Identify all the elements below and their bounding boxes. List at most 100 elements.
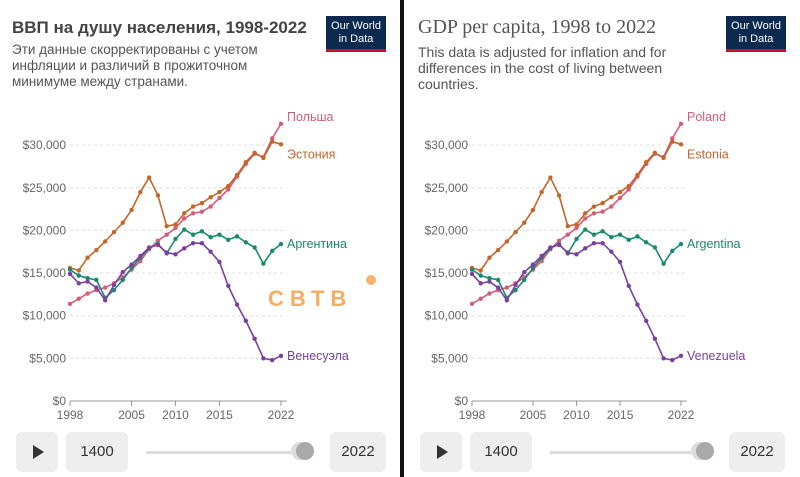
series-label-estonia[interactable]: Эстония [287, 147, 335, 161]
play-button[interactable] [420, 432, 462, 472]
data-point-argentina[interactable] [67, 267, 73, 272]
data-point-poland[interactable] [76, 296, 81, 301]
data-point-argentina[interactable] [617, 232, 623, 237]
data-point-estonia[interactable] [252, 150, 257, 155]
data-point-venezuela[interactable] [643, 318, 649, 324]
data-point-estonia[interactable] [522, 220, 527, 225]
data-point-argentina[interactable] [522, 277, 527, 283]
data-point-argentina[interactable] [678, 241, 684, 247]
data-point-venezuela[interactable] [111, 282, 117, 288]
data-point-poland[interactable] [173, 225, 178, 231]
data-point-venezuela[interactable] [146, 245, 152, 250]
data-point-estonia[interactable] [530, 207, 536, 213]
data-point-venezuela[interactable] [261, 356, 266, 361]
data-point-estonia[interactable] [173, 222, 178, 227]
data-point-poland[interactable] [67, 301, 73, 306]
owid-logo[interactable]: Our World in Data [726, 16, 786, 52]
data-point-argentina[interactable] [635, 234, 640, 239]
end-year-button[interactable]: 2022 [330, 432, 386, 472]
data-point-argentina[interactable] [226, 237, 231, 242]
data-point-poland[interactable] [478, 296, 483, 301]
data-point-venezuela[interactable] [600, 241, 605, 246]
data-point-poland[interactable] [670, 136, 675, 141]
data-point-venezuela[interactable] [522, 270, 527, 275]
timeline-slider-handle[interactable] [696, 442, 714, 460]
data-point-venezuela[interactable] [626, 283, 631, 289]
data-point-poland[interactable] [226, 187, 231, 192]
data-point-venezuela[interactable] [609, 249, 614, 254]
series-label-venezuela[interactable]: Венесуэла [287, 349, 349, 363]
data-point-estonia[interactable] [565, 223, 570, 229]
data-point-poland[interactable] [600, 209, 605, 214]
data-point-poland[interactable] [556, 238, 562, 243]
data-point-estonia[interactable] [199, 200, 205, 206]
data-point-poland[interactable] [182, 216, 187, 221]
data-point-argentina[interactable] [574, 236, 579, 242]
data-point-argentina[interactable] [278, 241, 284, 247]
data-point-venezuela[interactable] [252, 336, 257, 341]
data-point-poland[interactable] [609, 204, 614, 209]
data-point-argentina[interactable] [120, 277, 125, 283]
series-label-estonia[interactable]: Estonia [687, 147, 729, 161]
data-point-venezuela[interactable] [583, 246, 588, 251]
data-point-estonia[interactable] [138, 189, 143, 195]
data-point-argentina[interactable] [478, 273, 483, 278]
data-point-estonia[interactable] [217, 189, 222, 195]
data-point-venezuela[interactable] [243, 318, 249, 324]
series-label-argentina[interactable]: Аргентина [287, 237, 347, 251]
data-point-poland[interactable] [190, 211, 196, 216]
data-point-venezuela[interactable] [556, 242, 562, 248]
series-line-poland[interactable] [69, 123, 282, 305]
data-point-poland[interactable] [208, 204, 213, 209]
data-point-argentina[interactable] [513, 287, 518, 293]
data-point-estonia[interactable] [661, 155, 666, 161]
data-point-estonia[interactable] [208, 194, 213, 200]
data-point-estonia[interactable] [261, 155, 266, 161]
data-point-argentina[interactable] [652, 245, 658, 250]
data-point-estonia[interactable] [591, 204, 597, 209]
data-point-argentina[interactable] [661, 261, 666, 266]
data-point-poland[interactable] [469, 301, 475, 306]
data-point-argentina[interactable] [252, 245, 257, 250]
data-point-venezuela[interactable] [548, 245, 553, 250]
data-point-estonia[interactable] [678, 142, 684, 147]
data-point-argentina[interactable] [469, 267, 475, 272]
data-point-estonia[interactable] [583, 211, 588, 216]
data-point-estonia[interactable] [670, 139, 675, 144]
data-point-poland[interactable] [617, 195, 623, 201]
data-point-argentina[interactable] [609, 235, 614, 240]
data-point-argentina[interactable] [643, 240, 649, 245]
data-point-argentina[interactable] [85, 275, 90, 281]
data-point-poland[interactable] [504, 285, 510, 290]
data-point-venezuela[interactable] [504, 298, 510, 303]
data-point-estonia[interactable] [600, 200, 605, 206]
data-point-argentina[interactable] [217, 232, 222, 237]
data-point-poland[interactable] [487, 291, 492, 296]
data-point-estonia[interactable] [85, 255, 90, 260]
data-point-argentina[interactable] [208, 235, 213, 240]
data-point-estonia[interactable] [278, 142, 284, 147]
data-point-argentina[interactable] [670, 248, 675, 254]
data-point-venezuela[interactable] [513, 282, 518, 288]
play-button[interactable] [16, 432, 58, 472]
data-point-venezuela[interactable] [164, 250, 169, 255]
series-line-estonia[interactable] [471, 140, 682, 272]
data-point-poland[interactable] [102, 285, 108, 290]
data-point-poland[interactable] [278, 121, 284, 126]
data-point-venezuela[interactable] [138, 253, 143, 259]
data-point-venezuela[interactable] [670, 357, 675, 363]
data-point-venezuela[interactable] [234, 302, 240, 307]
data-point-argentina[interactable] [600, 229, 605, 234]
data-point-poland[interactable] [217, 195, 222, 201]
data-point-poland[interactable] [164, 232, 169, 237]
data-point-venezuela[interactable] [591, 241, 597, 246]
data-point-argentina[interactable] [94, 277, 99, 283]
data-point-estonia[interactable] [120, 220, 125, 225]
data-point-argentina[interactable] [495, 277, 501, 283]
data-point-estonia[interactable] [635, 172, 640, 178]
data-point-poland[interactable] [270, 136, 275, 141]
data-point-poland[interactable] [626, 187, 631, 192]
data-point-venezuela[interactable] [574, 252, 579, 257]
data-point-estonia[interactable] [164, 223, 169, 229]
data-point-venezuela[interactable] [102, 298, 108, 303]
